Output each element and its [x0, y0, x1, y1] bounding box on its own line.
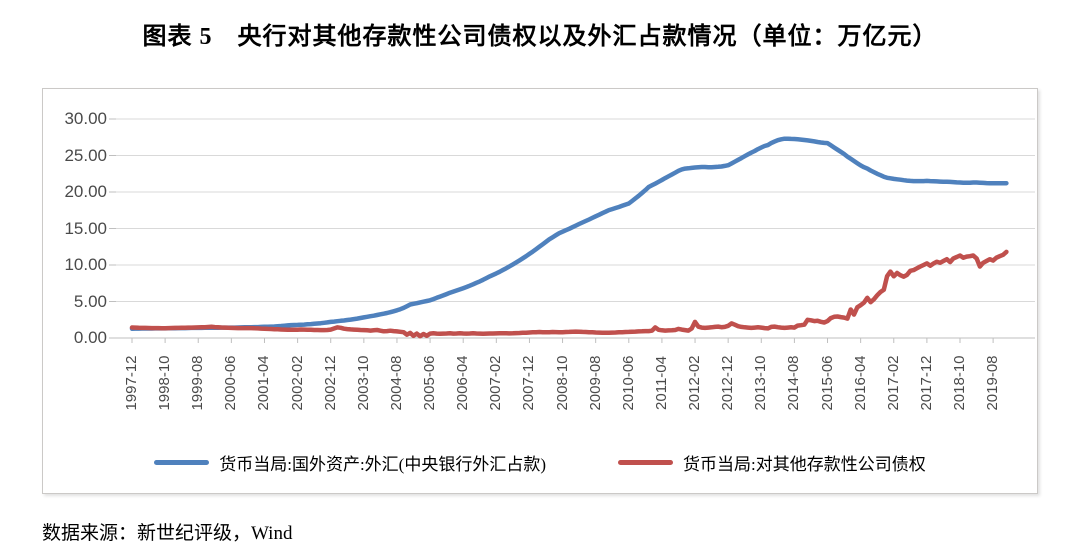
x-axis-label: 2012-12 [719, 355, 737, 411]
x-axis-label: 2004-08 [387, 355, 405, 411]
legend-line-sample-red [618, 459, 674, 465]
x-axis-label: 2019-08 [984, 355, 1002, 411]
y-axis-label: 30.00 [64, 109, 107, 128]
y-axis-label: 15.00 [64, 218, 107, 238]
series-line-1 [129, 249, 1009, 339]
series-line-0 [129, 136, 1009, 331]
legend-label-claims: 货币当局:对其他存款性公司债权 [683, 454, 926, 474]
chart-frame: 货币当局:国外资产:外汇(中央银行外汇占款) 货币当局:对其他存款性公司债权 0… [42, 88, 1038, 494]
x-axis-label: 2005-06 [421, 355, 439, 411]
x-axis-label: 2008-10 [553, 355, 571, 411]
legend-label-fx: 货币当局:国外资产:外汇(中央银行外汇占款) [219, 454, 547, 474]
source-note: 数据来源：新世纪评级，Wind [42, 523, 293, 544]
x-axis-label: 2009-08 [586, 355, 604, 411]
chart-legend: 货币当局:国外资产:外汇(中央银行外汇占款) 货币当局:对其他存款性公司债权 [43, 449, 1037, 475]
x-axis-label: 2012-02 [686, 355, 704, 411]
x-axis-label: 1998-10 [156, 355, 174, 411]
y-axis-label: 10.00 [64, 255, 107, 274]
legend-item-fx: 货币当局:国外资产:外汇(中央银行外汇占款) [154, 450, 546, 475]
x-axis-label: 2016-04 [851, 355, 869, 411]
x-axis-label: 2017-02 [884, 355, 902, 411]
x-axis-label: 2001-04 [255, 355, 273, 411]
x-axis-label: 2002-12 [321, 355, 339, 411]
x-axis-label: 2011-04 [652, 356, 670, 410]
x-axis-label: 2018-10 [951, 355, 968, 411]
y-axis-label: 0.00 [73, 328, 107, 347]
x-axis-label: 1999-08 [189, 355, 207, 411]
legend-item-claims: 货币当局:对其他存款性公司债权 [618, 450, 926, 475]
x-axis-label: 2002-02 [288, 355, 306, 411]
x-axis-label: 2010-06 [619, 355, 637, 411]
x-axis-label: 2007-12 [520, 355, 538, 411]
y-axis-label: 25.00 [64, 145, 107, 165]
legend-line-sample-blue [154, 459, 210, 465]
page-title: 图表 5 央行对其他存款性公司债权以及外汇占款情况（单位：万亿元） [142, 24, 938, 50]
x-axis-label: 2006-04 [454, 355, 472, 411]
x-axis-label: 2007-02 [487, 355, 505, 411]
x-axis-label: 2015-06 [818, 355, 836, 411]
y-axis-label: 20.00 [64, 182, 107, 201]
x-axis-label: 2013-10 [752, 355, 770, 411]
plot-area [109, 118, 1035, 343]
x-axis-label: 1997-12 [123, 355, 140, 411]
x-axis-label: 2014-08 [785, 355, 803, 411]
x-axis-label: 2017-12 [917, 355, 935, 411]
x-axis-label: 2003-10 [354, 355, 372, 411]
x-axis-label: 2000-06 [222, 355, 240, 411]
y-axis-label: 5.00 [73, 291, 107, 311]
